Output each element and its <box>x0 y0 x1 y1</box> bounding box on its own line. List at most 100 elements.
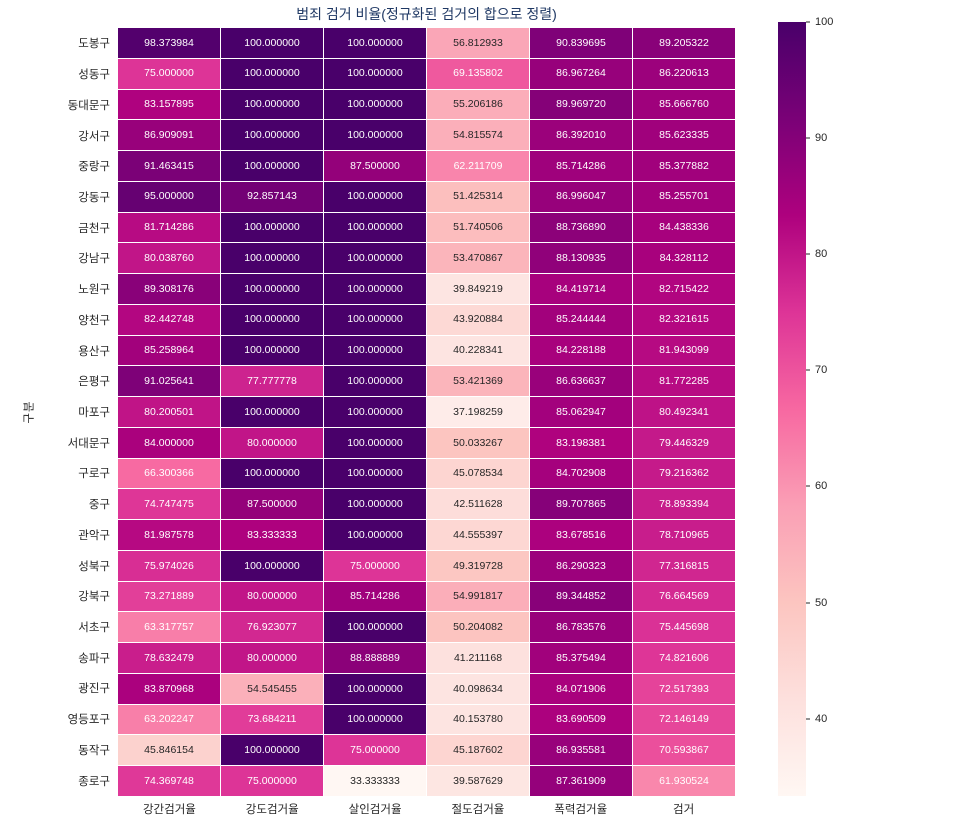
row-label: 관악구 <box>78 529 110 542</box>
heatmap-cell: 84.000000 <box>118 427 220 458</box>
heatmap-cell: 81.987578 <box>118 520 220 550</box>
heatmap-cell: 40.098634 <box>427 673 529 704</box>
colorbar-tick-mark <box>806 369 810 371</box>
heatmap-cell: 86.392010 <box>530 120 632 151</box>
heatmap-cell: 100.000000 <box>221 243 323 274</box>
col-labels: 강간검거율 강도검거율 살인검거율 절도검거율 폭력검거율 검거 <box>118 801 735 819</box>
heatmap-cell: 85.375494 <box>530 643 632 673</box>
colorbar-tick-mark <box>806 21 810 23</box>
heatmap-cell: 45.846154 <box>118 735 220 766</box>
heatmap-cell: 100.000000 <box>324 304 426 335</box>
heatmap-cell: 82.715422 <box>633 274 735 304</box>
heatmap-cell: 62.211709 <box>427 151 529 181</box>
heatmap-cell: 53.470867 <box>427 243 529 274</box>
heatmap-cell: 39.849219 <box>427 274 529 304</box>
heatmap-cell: 89.205322 <box>633 28 735 58</box>
heatmap-cell: 100.000000 <box>324 120 426 151</box>
colorbar-tick-mark <box>806 485 810 487</box>
row-label: 도봉구 <box>78 38 110 51</box>
row-label: 광진구 <box>78 683 110 696</box>
heatmap-cell: 77.316815 <box>633 550 735 581</box>
heatmap-cell: 85.714286 <box>324 581 426 612</box>
row-label: 서초구 <box>78 622 110 635</box>
heatmap-cell: 40.153780 <box>427 704 529 735</box>
heatmap-cell: 91.025641 <box>118 366 220 397</box>
heatmap-cell: 74.369748 <box>118 766 220 796</box>
heatmap-cell: 55.206186 <box>427 89 529 120</box>
colorbar: 40 50 60 70 80 90 100 <box>778 16 848 796</box>
heatmap-cell: 86.996047 <box>530 181 632 212</box>
heatmap-cell: 75.000000 <box>324 735 426 766</box>
heatmap-cell: 83.690509 <box>530 704 632 735</box>
heatmap-cell: 100.000000 <box>221 28 323 58</box>
heatmap-cell: 73.271889 <box>118 581 220 612</box>
row-label: 노원구 <box>78 284 110 297</box>
heatmap-cell: 84.438336 <box>633 212 735 243</box>
heatmap-cell: 81.943099 <box>633 335 735 366</box>
heatmap-cell: 75.445698 <box>633 612 735 643</box>
heatmap-cell: 81.714286 <box>118 212 220 243</box>
heatmap-cell: 80.038760 <box>118 243 220 274</box>
heatmap-cell: 95.000000 <box>118 181 220 212</box>
col-label: 강도검거율 <box>245 804 299 816</box>
heatmap-cell: 100.000000 <box>221 735 323 766</box>
heatmap-cell: 85.666760 <box>633 89 735 120</box>
colorbar-tick-label: 90 <box>815 132 828 145</box>
row-label: 구로구 <box>78 468 110 481</box>
row-label: 양천구 <box>78 314 110 327</box>
heatmap-cell: 86.783576 <box>530 612 632 643</box>
heatmap-cell: 86.220613 <box>633 58 735 89</box>
heatmap-cell: 100.000000 <box>324 366 426 397</box>
colorbar-tick-label: 50 <box>815 596 828 609</box>
heatmap-cell: 88.888889 <box>324 643 426 673</box>
heatmap-cell: 44.555397 <box>427 520 529 550</box>
heatmap-cell: 89.308176 <box>118 274 220 304</box>
heatmap-cell: 88.736890 <box>530 212 632 243</box>
row-label: 용산구 <box>78 345 110 358</box>
heatmap-cell: 75.000000 <box>118 58 220 89</box>
heatmap-cell: 45.187602 <box>427 735 529 766</box>
heatmap-cell: 42.511628 <box>427 489 529 520</box>
heatmap-cell: 78.893394 <box>633 489 735 520</box>
row-label: 중랑구 <box>78 161 110 174</box>
heatmap-cell: 86.967264 <box>530 58 632 89</box>
heatmap-cell: 82.442748 <box>118 304 220 335</box>
heatmap-cell: 86.909091 <box>118 120 220 151</box>
colorbar-tick-label: 100 <box>815 16 834 28</box>
heatmap-cell: 92.857143 <box>221 181 323 212</box>
heatmap-cell: 80.200501 <box>118 397 220 427</box>
row-label: 금천구 <box>78 222 110 235</box>
row-label: 동작구 <box>78 744 110 757</box>
heatmap-cell: 100.000000 <box>221 58 323 89</box>
col-label: 폭력검거율 <box>554 804 608 816</box>
row-label: 강동구 <box>78 191 110 204</box>
heatmap-cell: 53.421369 <box>427 366 529 397</box>
row-label: 강서구 <box>78 130 110 143</box>
heatmap-cell: 100.000000 <box>324 274 426 304</box>
row-label: 은평구 <box>78 376 110 389</box>
heatmap-cell: 45.078534 <box>427 458 529 489</box>
heatmap-cell: 72.517393 <box>633 673 735 704</box>
heatmap-cell: 83.333333 <box>221 520 323 550</box>
row-label: 서대문구 <box>67 437 110 450</box>
heatmap-cell: 76.923077 <box>221 612 323 643</box>
heatmap-cell: 51.425314 <box>427 181 529 212</box>
colorbar-tick-label: 40 <box>815 712 828 725</box>
heatmap-cell: 100.000000 <box>221 335 323 366</box>
heatmap-cell: 100.000000 <box>324 704 426 735</box>
col-label: 검거 <box>672 804 695 816</box>
heatmap-cell: 100.000000 <box>324 427 426 458</box>
heatmap-cell: 100.000000 <box>324 28 426 58</box>
heatmap-cell: 88.130935 <box>530 243 632 274</box>
colorbar-tick-mark <box>806 602 810 603</box>
colorbar-tick-label: 60 <box>815 480 828 493</box>
heatmap-cell: 79.216362 <box>633 458 735 489</box>
heatmap-cell: 75.000000 <box>221 766 323 796</box>
heatmap-cell: 100.000000 <box>221 397 323 427</box>
heatmap-cell: 83.157895 <box>118 89 220 120</box>
row-label: 종로구 <box>78 775 110 788</box>
heatmap-cell: 78.632479 <box>118 643 220 673</box>
heatmap-cell: 50.204082 <box>427 612 529 643</box>
heatmap-cell: 100.000000 <box>221 550 323 581</box>
